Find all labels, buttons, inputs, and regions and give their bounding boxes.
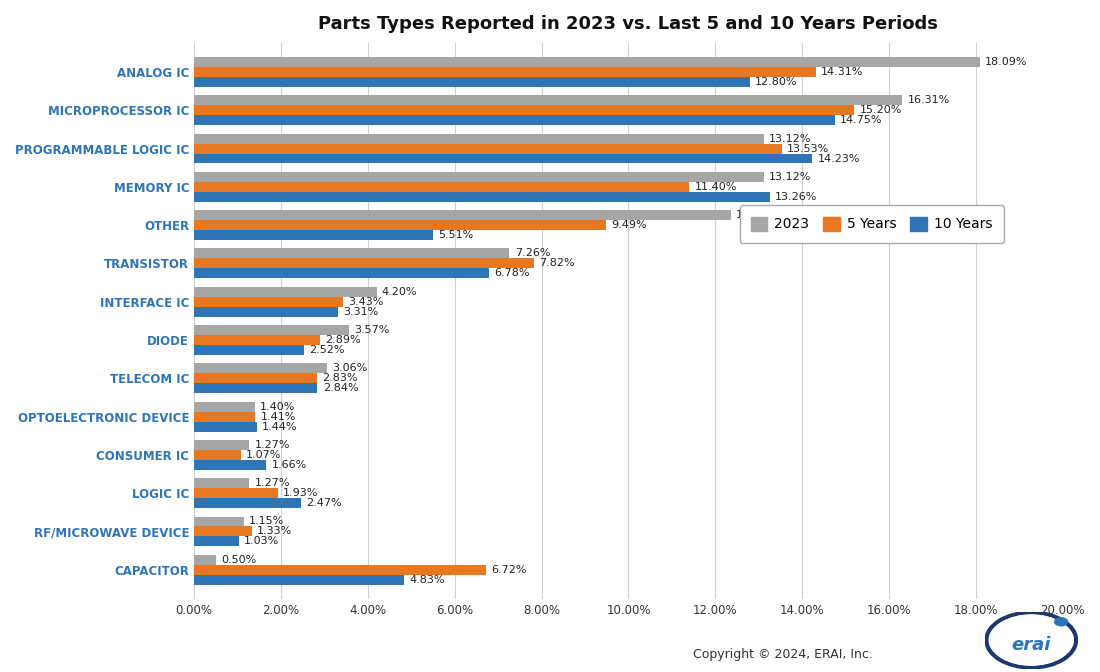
Bar <box>194 364 327 374</box>
Text: 1.66%: 1.66% <box>272 460 307 470</box>
Text: 1.27%: 1.27% <box>254 478 290 488</box>
Bar <box>194 230 433 240</box>
Bar <box>194 536 239 546</box>
Bar <box>194 106 855 116</box>
Bar <box>194 478 250 488</box>
Bar <box>194 210 730 220</box>
Text: 14.75%: 14.75% <box>840 115 882 125</box>
Text: 3.31%: 3.31% <box>343 306 378 317</box>
Text: 3.57%: 3.57% <box>354 325 389 335</box>
Title: Parts Types Reported in 2023 vs. Last 5 and 10 Years Periods: Parts Types Reported in 2023 vs. Last 5 … <box>319 15 938 33</box>
Bar <box>194 526 252 536</box>
Text: 0.50%: 0.50% <box>221 555 256 564</box>
Bar <box>194 460 266 470</box>
Text: 1.40%: 1.40% <box>260 402 296 412</box>
Bar <box>194 564 486 575</box>
Circle shape <box>990 615 1072 665</box>
Bar <box>194 116 835 125</box>
Bar <box>194 268 488 278</box>
Text: 1.33%: 1.33% <box>257 526 293 536</box>
Text: 6.72%: 6.72% <box>492 564 527 575</box>
Text: 18.09%: 18.09% <box>984 57 1027 67</box>
Bar <box>194 488 278 498</box>
Bar <box>194 575 404 585</box>
Text: 13.12%: 13.12% <box>769 134 812 144</box>
Text: erai: erai <box>1012 636 1050 654</box>
Bar <box>194 134 763 144</box>
Bar <box>194 249 509 259</box>
Text: 1.03%: 1.03% <box>244 536 279 546</box>
Text: 13.53%: 13.53% <box>786 144 829 154</box>
Text: 1.93%: 1.93% <box>283 488 319 498</box>
Text: 9.49%: 9.49% <box>612 220 647 230</box>
Bar <box>194 450 241 460</box>
Bar <box>194 402 255 411</box>
Text: 3.06%: 3.06% <box>332 364 367 374</box>
Bar <box>194 517 244 526</box>
Text: 15.20%: 15.20% <box>859 106 902 116</box>
Circle shape <box>1055 618 1068 626</box>
Text: 1.15%: 1.15% <box>250 517 285 526</box>
Bar <box>194 287 376 297</box>
Text: 2.89%: 2.89% <box>324 335 361 345</box>
Bar <box>194 297 343 306</box>
Text: Copyright © 2024, ERAI, Inc.: Copyright © 2024, ERAI, Inc. <box>693 648 873 661</box>
Bar <box>194 411 255 421</box>
Text: 2.83%: 2.83% <box>322 373 358 383</box>
Bar <box>194 335 320 345</box>
Bar <box>194 192 770 202</box>
Bar <box>194 440 250 450</box>
Bar <box>194 95 902 106</box>
Text: 13.26%: 13.26% <box>776 192 817 202</box>
Bar <box>194 144 782 153</box>
Text: 12.36%: 12.36% <box>736 210 779 220</box>
Text: 4.83%: 4.83% <box>409 575 444 585</box>
Text: 11.40%: 11.40% <box>694 182 737 192</box>
Text: 3.43%: 3.43% <box>349 297 384 306</box>
Bar <box>194 498 301 508</box>
Bar <box>194 345 304 355</box>
Text: 2.84%: 2.84% <box>322 383 359 393</box>
Bar <box>194 220 606 230</box>
Text: 7.82%: 7.82% <box>539 259 574 268</box>
Text: 5.51%: 5.51% <box>439 230 474 240</box>
Bar <box>194 172 763 182</box>
Bar <box>194 383 318 393</box>
Bar <box>194 57 980 67</box>
Bar <box>194 182 690 192</box>
Text: 1.27%: 1.27% <box>254 440 290 450</box>
Bar <box>194 374 317 383</box>
Text: 13.12%: 13.12% <box>769 172 812 182</box>
Text: 14.31%: 14.31% <box>821 67 864 77</box>
Text: 14.23%: 14.23% <box>817 153 860 163</box>
Text: 1.44%: 1.44% <box>262 421 297 431</box>
Text: 7.26%: 7.26% <box>515 249 550 259</box>
Bar <box>194 153 812 163</box>
Text: 1.07%: 1.07% <box>245 450 282 460</box>
Text: 1.41%: 1.41% <box>261 411 296 421</box>
Bar <box>194 421 256 431</box>
Text: 6.78%: 6.78% <box>494 268 529 278</box>
Text: 2.47%: 2.47% <box>307 498 342 508</box>
Legend: 2023, 5 Years, 10 Years: 2023, 5 Years, 10 Years <box>739 206 1003 243</box>
Bar <box>194 306 338 317</box>
Text: 12.80%: 12.80% <box>756 77 798 87</box>
Bar <box>194 555 216 564</box>
Text: 2.52%: 2.52% <box>309 345 344 355</box>
Bar <box>194 325 349 335</box>
Text: 4.20%: 4.20% <box>382 287 417 297</box>
Bar <box>194 67 815 77</box>
Text: 16.31%: 16.31% <box>908 95 950 106</box>
Bar <box>194 77 750 87</box>
Bar <box>194 259 534 268</box>
